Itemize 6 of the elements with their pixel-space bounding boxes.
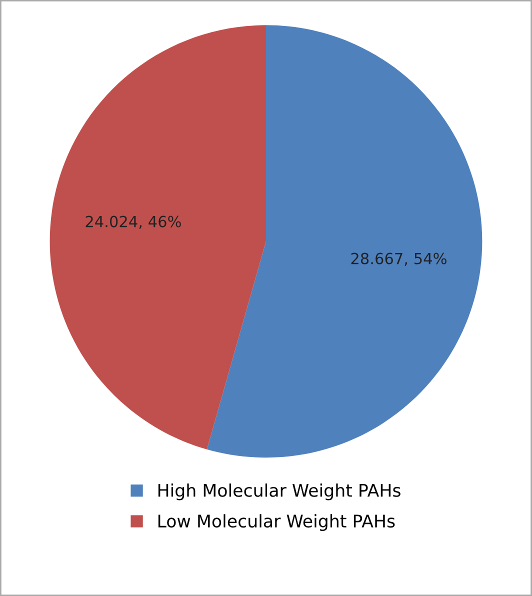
legend-label: Low Molecular Weight PAHs	[158, 514, 395, 531]
pie-slice	[50, 25, 266, 450]
pie-slice	[206, 25, 482, 458]
legend-label: High Molecular Weight PAHs	[158, 483, 400, 500]
data-label: 24.024, 46%	[86, 216, 181, 229]
data-label: 28.667, 54%	[351, 252, 446, 266]
